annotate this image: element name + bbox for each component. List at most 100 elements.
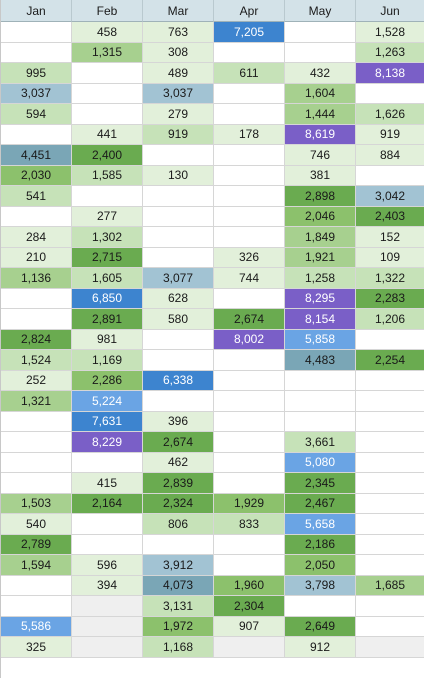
table-cell[interactable] (143, 350, 214, 371)
table-cell[interactable] (214, 637, 285, 658)
table-cell[interactable]: 2,283 (356, 288, 424, 309)
table-cell[interactable]: 381 (285, 165, 356, 186)
table-cell[interactable]: 2,164 (72, 493, 143, 514)
table-cell[interactable] (356, 637, 424, 658)
table-cell[interactable] (72, 104, 143, 125)
table-cell[interactable] (1, 206, 72, 227)
column-header-may[interactable]: May (285, 0, 356, 22)
table-cell[interactable]: 1,302 (72, 227, 143, 248)
table-cell[interactable]: 152 (356, 227, 424, 248)
table-cell[interactable] (143, 247, 214, 268)
table-cell[interactable] (214, 186, 285, 207)
table-cell[interactable]: 3,077 (143, 268, 214, 289)
table-cell[interactable]: 441 (72, 124, 143, 145)
table-cell[interactable]: 2,186 (285, 534, 356, 555)
table-cell[interactable]: 1,503 (1, 493, 72, 514)
table-cell[interactable]: 5,586 (1, 616, 72, 637)
table-cell[interactable] (1, 432, 72, 453)
table-cell[interactable] (1, 288, 72, 309)
table-cell[interactable]: 3,912 (143, 555, 214, 576)
table-cell[interactable]: 1,169 (72, 350, 143, 371)
table-cell[interactable]: 1,626 (356, 104, 424, 125)
table-cell[interactable] (214, 104, 285, 125)
table-cell[interactable]: 2,789 (1, 534, 72, 555)
table-cell[interactable] (356, 329, 424, 350)
table-cell[interactable] (214, 555, 285, 576)
table-cell[interactable]: 8,154 (285, 309, 356, 330)
table-cell[interactable] (72, 514, 143, 535)
table-cell[interactable] (285, 42, 356, 63)
table-cell[interactable] (72, 186, 143, 207)
table-cell[interactable]: 1,528 (356, 22, 424, 43)
table-cell[interactable]: 1,960 (214, 575, 285, 596)
table-cell[interactable] (1, 42, 72, 63)
table-cell[interactable]: 8,002 (214, 329, 285, 350)
table-cell[interactable]: 3,037 (1, 83, 72, 104)
table-cell[interactable]: 325 (1, 637, 72, 658)
table-cell[interactable]: 1,604 (285, 83, 356, 104)
table-cell[interactable]: 1,263 (356, 42, 424, 63)
table-cell[interactable]: 8,295 (285, 288, 356, 309)
table-cell[interactable] (1, 452, 72, 473)
table-cell[interactable]: 2,649 (285, 616, 356, 637)
table-cell[interactable]: 2,030 (1, 165, 72, 186)
table-cell[interactable] (285, 596, 356, 617)
table-cell[interactable]: 3,131 (143, 596, 214, 617)
table-cell[interactable]: 4,483 (285, 350, 356, 371)
table-cell[interactable] (356, 473, 424, 494)
table-cell[interactable]: 1,849 (285, 227, 356, 248)
table-cell[interactable]: 4,073 (143, 575, 214, 596)
table-cell[interactable]: 109 (356, 247, 424, 268)
table-cell[interactable]: 1,322 (356, 268, 424, 289)
table-cell[interactable] (72, 596, 143, 617)
table-cell[interactable] (1, 411, 72, 432)
table-cell[interactable] (214, 288, 285, 309)
table-cell[interactable] (1, 575, 72, 596)
table-cell[interactable]: 432 (285, 63, 356, 84)
table-cell[interactable]: 1,524 (1, 350, 72, 371)
table-cell[interactable]: 2,674 (143, 432, 214, 453)
table-cell[interactable] (214, 227, 285, 248)
table-cell[interactable]: 1,921 (285, 247, 356, 268)
table-cell[interactable] (356, 432, 424, 453)
table-cell[interactable]: 2,403 (356, 206, 424, 227)
table-cell[interactable]: 8,138 (356, 63, 424, 84)
table-cell[interactable] (356, 616, 424, 637)
table-cell[interactable] (143, 145, 214, 166)
table-cell[interactable]: 1,685 (356, 575, 424, 596)
table-cell[interactable]: 884 (356, 145, 424, 166)
table-cell[interactable]: 1,168 (143, 637, 214, 658)
table-cell[interactable] (72, 63, 143, 84)
table-cell[interactable]: 6,850 (72, 288, 143, 309)
table-cell[interactable]: 8,619 (285, 124, 356, 145)
table-cell[interactable]: 1,321 (1, 391, 72, 412)
table-cell[interactable]: 1,136 (1, 268, 72, 289)
table-cell[interactable] (214, 206, 285, 227)
table-cell[interactable]: 2,400 (72, 145, 143, 166)
table-cell[interactable]: 540 (1, 514, 72, 535)
table-cell[interactable] (356, 596, 424, 617)
table-cell[interactable]: 912 (285, 637, 356, 658)
table-cell[interactable]: 541 (1, 186, 72, 207)
table-cell[interactable]: 8,229 (72, 432, 143, 453)
table-cell[interactable]: 3,798 (285, 575, 356, 596)
table-cell[interactable] (214, 411, 285, 432)
table-cell[interactable]: 489 (143, 63, 214, 84)
table-cell[interactable]: 415 (72, 473, 143, 494)
table-cell[interactable]: 308 (143, 42, 214, 63)
table-cell[interactable] (1, 124, 72, 145)
table-cell[interactable]: 462 (143, 452, 214, 473)
table-cell[interactable] (285, 411, 356, 432)
table-cell[interactable] (285, 370, 356, 391)
table-cell[interactable]: 3,037 (143, 83, 214, 104)
table-cell[interactable] (143, 227, 214, 248)
table-cell[interactable]: 252 (1, 370, 72, 391)
table-cell[interactable] (1, 309, 72, 330)
table-cell[interactable]: 284 (1, 227, 72, 248)
table-cell[interactable] (356, 165, 424, 186)
column-header-mar[interactable]: Mar (143, 0, 214, 22)
table-cell[interactable]: 178 (214, 124, 285, 145)
table-cell[interactable] (356, 370, 424, 391)
table-cell[interactable]: 2,674 (214, 309, 285, 330)
table-cell[interactable] (1, 596, 72, 617)
